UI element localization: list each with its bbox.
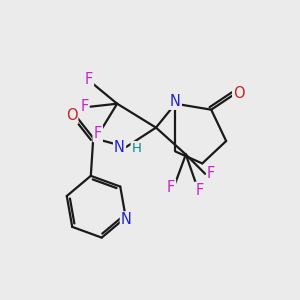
Text: O: O xyxy=(66,108,77,123)
Text: H: H xyxy=(132,142,142,155)
Text: O: O xyxy=(233,86,245,101)
Text: N: N xyxy=(114,140,125,154)
Text: F: F xyxy=(207,167,215,182)
Text: N: N xyxy=(121,212,132,227)
Text: F: F xyxy=(195,183,203,198)
Text: F: F xyxy=(94,126,102,141)
Text: F: F xyxy=(80,99,88,114)
Text: F: F xyxy=(85,72,93,87)
Text: F: F xyxy=(167,180,175,195)
Text: N: N xyxy=(170,94,181,109)
